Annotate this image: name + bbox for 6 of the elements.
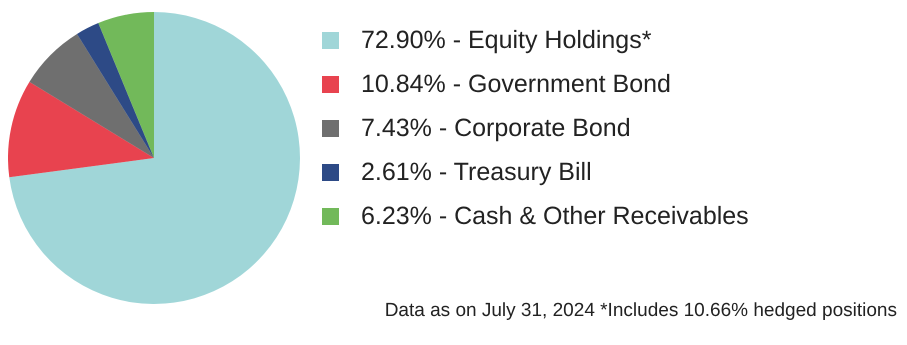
legend-label: 6.23% - Cash & Other Receivables	[361, 202, 749, 230]
legend-label: 72.90% - Equity Holdings*	[361, 26, 652, 54]
legend-label: 10.84% - Government Bond	[361, 70, 671, 98]
text: Data as on July 31, 2024 *Includes 10.66% hedged positions	[384, 300, 897, 322]
legend-label: 2.61% - Treasury Bill	[361, 158, 592, 186]
legend-label: 7.43% - Corporate Bond	[361, 114, 631, 142]
